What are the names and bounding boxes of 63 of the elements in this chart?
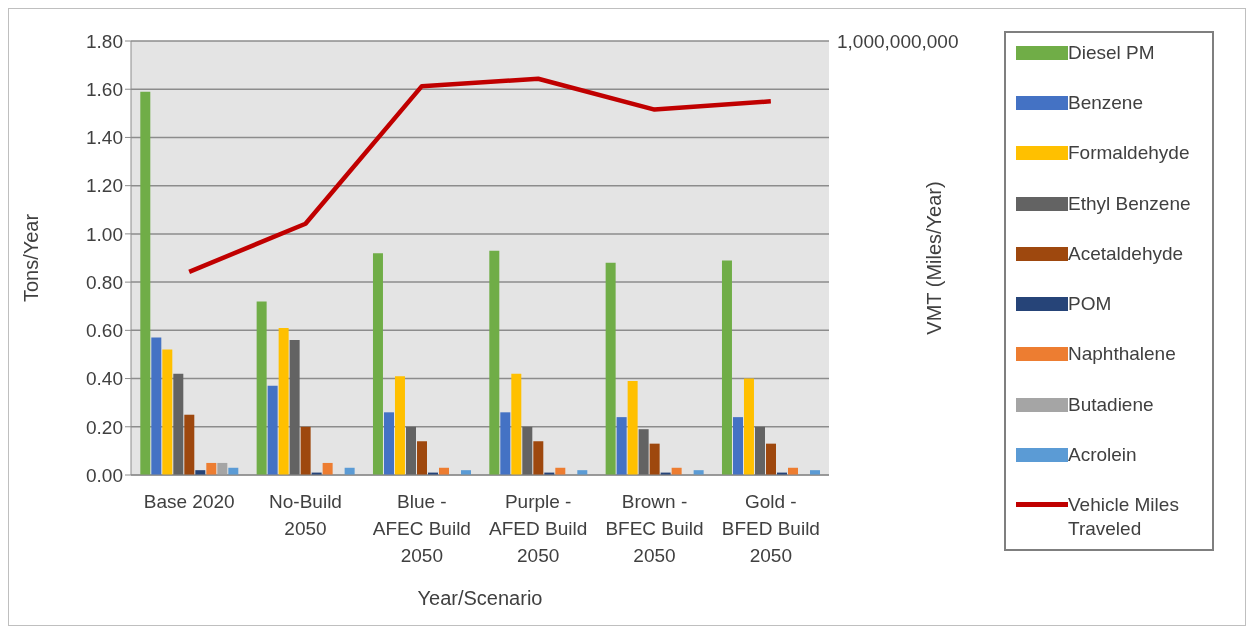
- bar: [416, 441, 427, 475]
- bar: [743, 378, 754, 475]
- bar: [300, 426, 311, 475]
- x-tick-label: Blue - AFEC Build 2050: [372, 491, 471, 566]
- x-axis-title: Year/Scenario: [417, 587, 543, 609]
- y-tick-label: 1.00: [86, 223, 123, 245]
- bar: [206, 462, 217, 475]
- legend-label: Diesel PM: [1068, 41, 1155, 65]
- legend-label: POM: [1068, 292, 1112, 317]
- x-tick-label: Base 2020: [143, 491, 235, 512]
- x-tick-label: Gold - BFED Build 2050: [721, 491, 820, 566]
- y-tick-label: 0.60: [86, 320, 123, 342]
- y2-axis-title: VMT (Miles/Year): [923, 181, 946, 335]
- bar: [638, 429, 649, 475]
- y2-tick-label: 1,000,000,000: [837, 30, 959, 52]
- bar: [256, 301, 267, 475]
- y-tick-label: 1.60: [86, 78, 123, 100]
- legend-label: Formaldehyde: [1068, 141, 1190, 166]
- bar: [500, 412, 511, 475]
- bar: [522, 426, 533, 475]
- x-tick-label: Brown - BFEC Build 2050: [605, 491, 704, 566]
- x-tick-label: No-Build 2050: [269, 491, 342, 539]
- bar: [605, 262, 616, 475]
- y-tick-label: 0.40: [86, 368, 123, 390]
- bar: [322, 462, 333, 475]
- bar: [162, 349, 173, 475]
- bar: [151, 337, 162, 475]
- legend-label: Butadiene: [1068, 392, 1154, 417]
- y-tick-label: 1.80: [86, 30, 123, 52]
- legend-label: Benzene: [1068, 91, 1144, 116]
- bar: [765, 443, 776, 475]
- legend-label: Vehicle Miles Traveled: [1068, 492, 1180, 541]
- bar: [721, 260, 732, 475]
- bar: [649, 443, 660, 475]
- bar: [489, 250, 500, 475]
- bar: [173, 373, 184, 475]
- bar: [278, 327, 289, 475]
- y-tick-label: 0.20: [86, 416, 123, 438]
- bar: [511, 373, 522, 475]
- x-tick-label: Purple - AFED Build 2050: [489, 491, 588, 566]
- bar: [405, 426, 416, 475]
- bar: [627, 380, 638, 475]
- bar: [616, 417, 627, 475]
- y-tick-label: 0.80: [86, 271, 123, 293]
- bar: [140, 91, 151, 475]
- legend-label: Ethyl Benzene: [1068, 191, 1191, 216]
- bar: [372, 253, 383, 475]
- legend-label: Naphthalene: [1068, 342, 1176, 367]
- y-tick-label: 1.20: [86, 175, 123, 197]
- legend-label: Acrolein: [1068, 442, 1137, 467]
- bar: [184, 414, 195, 475]
- legend-label: Acetaldehyde: [1068, 241, 1184, 266]
- bar: [732, 417, 743, 475]
- y-tick-label: 1.40: [86, 127, 123, 149]
- bar: [394, 376, 405, 475]
- y-tick-label: 0.00: [86, 464, 123, 486]
- bar: [267, 385, 278, 475]
- bar: [217, 462, 228, 475]
- bar: [533, 441, 544, 475]
- y-axis-title: Tons/Year: [20, 213, 43, 303]
- bar: [754, 426, 765, 475]
- bar: [289, 339, 300, 475]
- bar: [383, 412, 394, 475]
